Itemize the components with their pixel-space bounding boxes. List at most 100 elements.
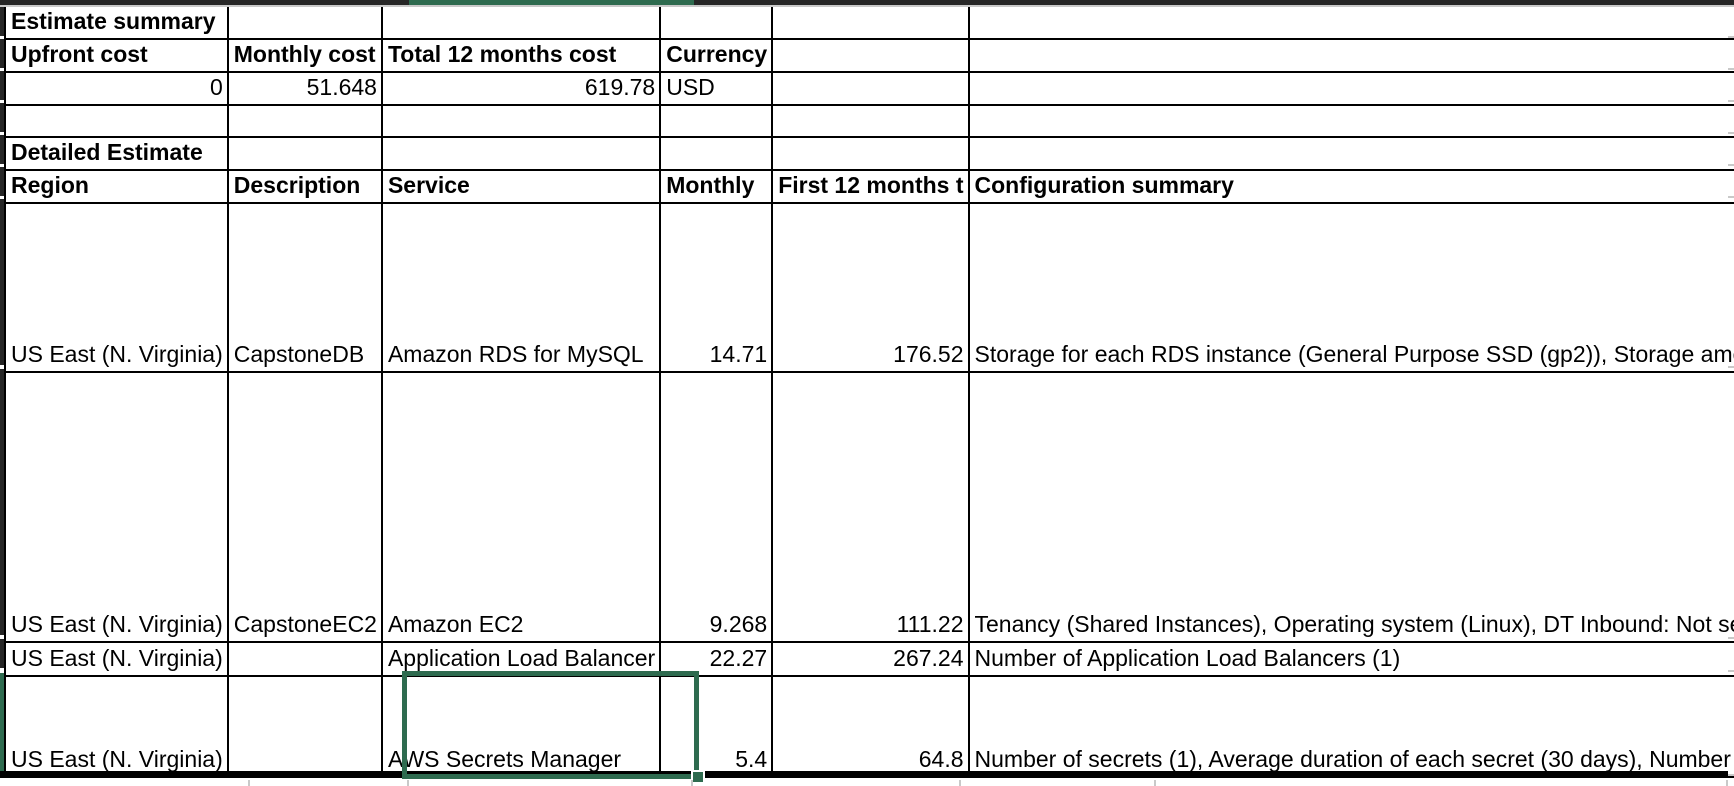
cell-empty[interactable] bbox=[967, 7, 1734, 40]
cell-first-12-months[interactable]: 64.8 bbox=[771, 675, 970, 778]
gridline-stub bbox=[1728, 670, 1734, 672]
cell-empty[interactable] bbox=[967, 38, 1734, 73]
gridline-stub bbox=[1728, 366, 1734, 368]
row-service-rds: US East (N. Virginia) CapstoneDB Amazon … bbox=[4, 202, 1734, 373]
cell-header-configuration-summary[interactable]: Configuration summary bbox=[967, 169, 1734, 204]
cell-configuration-summary[interactable]: Tenancy (Shared Instances), Operating sy… bbox=[967, 371, 1734, 643]
cell-empty[interactable] bbox=[380, 7, 662, 40]
cell-header-monthly[interactable]: Monthly bbox=[659, 169, 774, 204]
row-header-strip bbox=[0, 7, 4, 36]
cell-empty[interactable] bbox=[771, 104, 970, 138]
cell-empty[interactable] bbox=[659, 7, 774, 40]
cell-header-currency[interactable]: Currency bbox=[659, 38, 774, 73]
row-header-strip bbox=[0, 103, 4, 132]
cell-description[interactable] bbox=[226, 675, 383, 778]
cell-empty[interactable] bbox=[659, 136, 774, 171]
cell-region[interactable]: US East (N. Virginia) bbox=[4, 371, 229, 643]
cell-empty[interactable] bbox=[659, 104, 774, 138]
cell-region[interactable]: US East (N. Virginia) bbox=[4, 675, 229, 778]
row-service-alb: US East (N. Virginia) Application Load B… bbox=[4, 641, 1734, 677]
fill-handle[interactable] bbox=[691, 770, 705, 784]
cropped-column-header-strip bbox=[0, 0, 1734, 5]
cell-header-upfront-cost[interactable]: Upfront cost bbox=[4, 38, 229, 73]
gridline-stub bbox=[1728, 68, 1734, 70]
gridline-stub bbox=[248, 780, 250, 786]
cell-currency-value[interactable]: USD bbox=[659, 71, 774, 106]
row-header-strip bbox=[0, 71, 4, 100]
row-header-strip bbox=[0, 167, 4, 196]
cell-description[interactable]: CapstoneEC2 bbox=[226, 371, 383, 643]
cell-header-total-12-months-cost[interactable]: Total 12 months cost bbox=[380, 38, 662, 73]
row-blank bbox=[4, 104, 1734, 138]
gridline-stub bbox=[1728, 36, 1734, 38]
cell-header-region[interactable]: Region bbox=[4, 169, 229, 204]
cell-configuration-summary[interactable]: Number of Application Load Balancers (1) bbox=[967, 641, 1734, 677]
row-header-strip bbox=[0, 639, 4, 668]
gridline-stub bbox=[691, 780, 693, 786]
row-detail-headers: Region Description Service Monthly First… bbox=[4, 169, 1734, 204]
cell-empty[interactable] bbox=[380, 136, 662, 171]
cell-service[interactable]: Application Load Balancer bbox=[380, 641, 662, 677]
cell-empty[interactable] bbox=[771, 7, 970, 40]
cell-empty[interactable] bbox=[771, 136, 970, 171]
gridline-stub bbox=[1728, 132, 1734, 134]
cell-monthly[interactable]: 9.268 bbox=[659, 371, 774, 643]
row-summary-values: 0 51.648 619.78 USD bbox=[4, 71, 1734, 106]
selected-row-header-highlight bbox=[0, 673, 4, 771]
cell-description[interactable]: CapstoneDB bbox=[226, 202, 383, 373]
cell-empty[interactable] bbox=[771, 71, 970, 106]
cell-empty[interactable] bbox=[226, 104, 383, 138]
cell-selection-border bbox=[402, 671, 699, 779]
cell-detailed-estimate-title[interactable]: Detailed Estimate bbox=[4, 136, 229, 171]
cell-description[interactable] bbox=[226, 641, 383, 677]
row-header-strip bbox=[0, 369, 4, 635]
row-summary-headers: Upfront cost Monthly cost Total 12 month… bbox=[4, 38, 1734, 73]
gridline-stub bbox=[1728, 196, 1734, 198]
gridline-stub bbox=[407, 780, 409, 786]
cell-estimate-summary-title[interactable]: Estimate summary bbox=[4, 7, 229, 40]
cell-configuration-summary[interactable]: Storage for each RDS instance (General P… bbox=[967, 202, 1734, 373]
gridline-stub bbox=[1728, 637, 1734, 639]
gridline-stub bbox=[1154, 780, 1156, 786]
gridline-stub bbox=[1728, 100, 1734, 102]
cell-empty[interactable] bbox=[967, 71, 1734, 106]
table-bottom-border bbox=[0, 771, 1728, 778]
header-gridline bbox=[0, 5, 1734, 7]
cell-empty[interactable] bbox=[380, 104, 662, 138]
cell-empty[interactable] bbox=[226, 7, 383, 40]
cell-total-12-months-value[interactable]: 619.78 bbox=[380, 71, 662, 106]
gridline-stub bbox=[1728, 164, 1734, 166]
row-header-strip bbox=[0, 39, 4, 68]
cell-empty[interactable] bbox=[4, 104, 229, 138]
cell-service[interactable]: Amazon RDS for MySQL bbox=[380, 202, 662, 373]
cell-header-description[interactable]: Description bbox=[226, 169, 383, 204]
cell-monthly[interactable]: 14.71 bbox=[659, 202, 774, 373]
cell-empty[interactable] bbox=[967, 104, 1734, 138]
cell-first-12-months[interactable]: 267.24 bbox=[771, 641, 970, 677]
cell-header-first-12-months[interactable]: First 12 months t bbox=[771, 169, 970, 204]
estimate-table: Estimate summary Upfront cost Monthly co… bbox=[4, 7, 1734, 778]
selected-column-header-highlight bbox=[409, 0, 694, 5]
cell-monthly-cost-value[interactable]: 51.648 bbox=[226, 71, 383, 106]
cell-empty[interactable] bbox=[226, 136, 383, 171]
cell-monthly[interactable]: 5.4 bbox=[659, 675, 774, 778]
cell-empty[interactable] bbox=[771, 38, 970, 73]
gridline-stub bbox=[1728, 774, 1734, 776]
gridline-stub bbox=[959, 780, 961, 786]
row-header-strip bbox=[0, 135, 4, 164]
cell-header-monthly-cost[interactable]: Monthly cost bbox=[226, 38, 383, 73]
gridline-stub bbox=[1726, 780, 1728, 786]
cell-service[interactable]: Amazon EC2 bbox=[380, 371, 662, 643]
cell-header-service[interactable]: Service bbox=[380, 169, 662, 204]
cell-region[interactable]: US East (N. Virginia) bbox=[4, 202, 229, 373]
cell-region[interactable]: US East (N. Virginia) bbox=[4, 641, 229, 677]
cell-monthly[interactable]: 22.27 bbox=[659, 641, 774, 677]
cell-first-12-months[interactable]: 111.22 bbox=[771, 371, 970, 643]
row-detailed-estimate-title: Detailed Estimate bbox=[4, 136, 1734, 171]
cell-configuration-summary[interactable]: Number of secrets (1), Average duration … bbox=[967, 675, 1734, 778]
cell-empty[interactable] bbox=[967, 136, 1734, 171]
cell-upfront-cost-value[interactable]: 0 bbox=[4, 71, 229, 106]
row-estimate-summary: Estimate summary bbox=[4, 7, 1734, 40]
cell-first-12-months[interactable]: 176.52 bbox=[771, 202, 970, 373]
